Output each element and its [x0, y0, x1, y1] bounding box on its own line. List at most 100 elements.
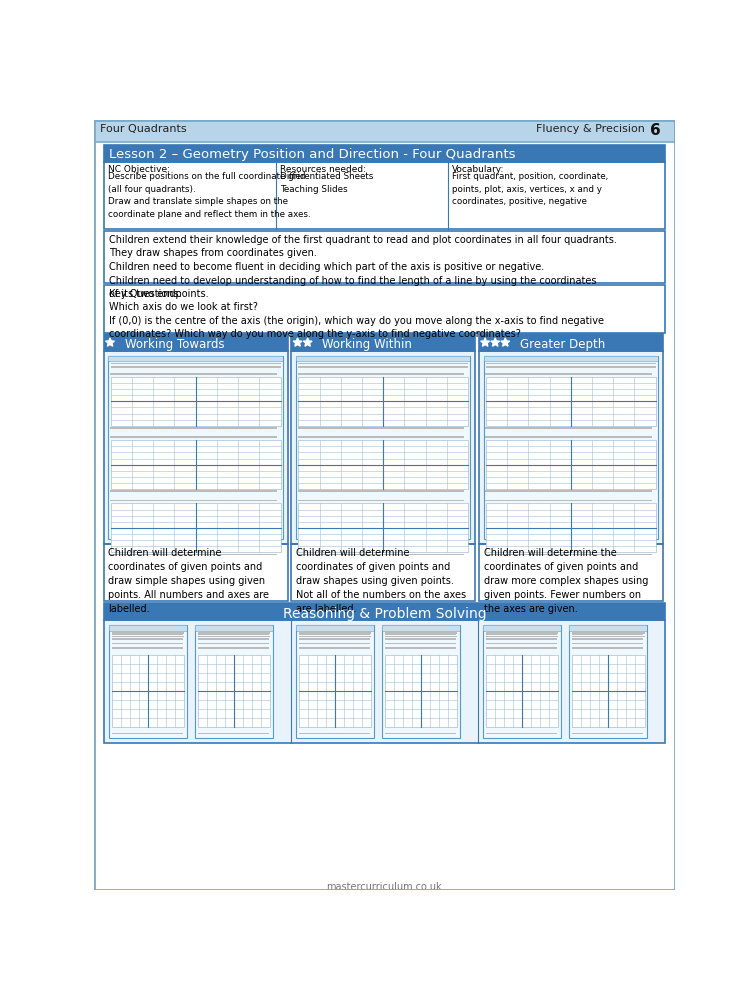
- Bar: [385, 647, 456, 649]
- Bar: [112, 632, 184, 634]
- Bar: [385, 634, 456, 635]
- Bar: [197, 655, 271, 727]
- Bar: [104, 162, 665, 229]
- Text: Working Towards: Working Towards: [124, 338, 224, 351]
- Bar: [298, 363, 468, 364]
- Bar: [296, 356, 470, 361]
- Bar: [569, 625, 646, 631]
- Bar: [110, 625, 187, 738]
- Bar: [195, 625, 273, 738]
- Bar: [385, 655, 458, 727]
- Bar: [112, 634, 183, 635]
- Bar: [385, 636, 458, 637]
- Bar: [104, 603, 665, 620]
- Bar: [486, 503, 656, 552]
- Bar: [484, 356, 658, 361]
- Text: Lesson 2 – Geometry Position and Direction - Four Quadrants: Lesson 2 – Geometry Position and Directi…: [110, 148, 516, 161]
- Bar: [104, 351, 287, 544]
- Bar: [486, 366, 656, 368]
- Bar: [296, 625, 374, 738]
- Text: Working Within: Working Within: [322, 338, 413, 351]
- Text: Resources needed:: Resources needed:: [280, 165, 366, 174]
- Text: NC Objective:: NC Objective:: [108, 165, 170, 174]
- Bar: [111, 366, 280, 368]
- Bar: [104, 162, 665, 229]
- Bar: [486, 638, 557, 640]
- Bar: [291, 544, 475, 601]
- Bar: [382, 625, 460, 738]
- Bar: [298, 554, 464, 555]
- Bar: [298, 377, 468, 426]
- Bar: [479, 351, 662, 544]
- Bar: [296, 356, 470, 361]
- Bar: [298, 490, 464, 492]
- Bar: [195, 625, 273, 631]
- Polygon shape: [106, 338, 115, 346]
- Bar: [298, 377, 468, 426]
- Bar: [112, 655, 184, 727]
- Bar: [486, 440, 656, 489]
- Bar: [572, 733, 643, 734]
- Bar: [112, 643, 183, 644]
- Bar: [298, 440, 468, 489]
- Bar: [112, 638, 183, 640]
- Text: Vocabulary:: Vocabulary:: [452, 165, 504, 174]
- Bar: [111, 363, 280, 364]
- Bar: [298, 440, 468, 489]
- Bar: [296, 356, 470, 539]
- Text: 6: 6: [650, 123, 661, 138]
- Bar: [569, 625, 646, 738]
- Text: Four Quadrants: Four Quadrants: [100, 124, 187, 134]
- Bar: [483, 625, 561, 631]
- Bar: [104, 620, 665, 743]
- Bar: [298, 655, 371, 727]
- Bar: [110, 490, 277, 492]
- Bar: [291, 351, 475, 544]
- Bar: [298, 366, 468, 368]
- Bar: [572, 634, 643, 635]
- Bar: [197, 655, 271, 727]
- Bar: [486, 647, 557, 649]
- Bar: [479, 351, 662, 544]
- Bar: [298, 643, 370, 644]
- Bar: [572, 655, 644, 727]
- Bar: [479, 544, 662, 601]
- Bar: [104, 351, 287, 544]
- Bar: [572, 647, 643, 649]
- Bar: [291, 334, 475, 351]
- Bar: [485, 554, 652, 555]
- Bar: [291, 334, 475, 351]
- Bar: [385, 632, 458, 634]
- Bar: [486, 503, 656, 552]
- Bar: [382, 625, 460, 738]
- Bar: [195, 625, 273, 631]
- Bar: [486, 363, 656, 364]
- Polygon shape: [303, 338, 312, 346]
- Bar: [572, 643, 643, 644]
- Bar: [104, 603, 665, 620]
- Bar: [104, 285, 665, 333]
- Bar: [485, 436, 652, 438]
- Bar: [486, 440, 656, 489]
- Bar: [291, 351, 475, 544]
- Bar: [296, 356, 470, 539]
- Bar: [486, 377, 656, 426]
- Bar: [104, 231, 665, 283]
- Bar: [483, 625, 561, 738]
- Bar: [486, 634, 557, 635]
- Bar: [382, 625, 460, 631]
- Bar: [298, 638, 370, 640]
- Bar: [197, 733, 269, 734]
- Bar: [486, 632, 559, 634]
- Bar: [110, 427, 277, 429]
- Bar: [298, 655, 371, 727]
- Bar: [104, 285, 665, 333]
- Text: Fluency & Precision: Fluency & Precision: [536, 124, 644, 134]
- Bar: [298, 427, 464, 429]
- Bar: [479, 334, 662, 351]
- Bar: [104, 231, 665, 283]
- Bar: [485, 427, 652, 429]
- Bar: [479, 544, 662, 601]
- Text: mastercurriculum.co.uk: mastercurriculum.co.uk: [326, 882, 442, 892]
- Polygon shape: [481, 338, 490, 346]
